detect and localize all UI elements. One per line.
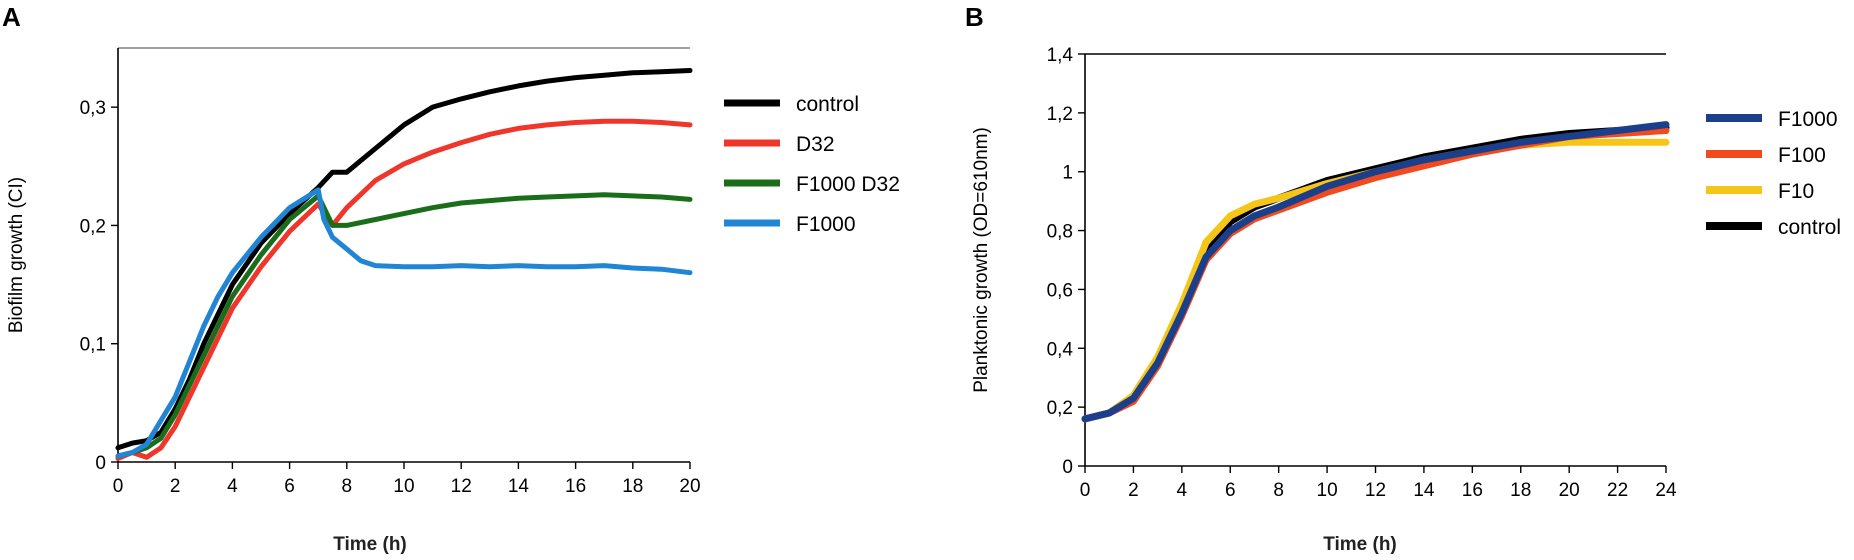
y-tick-label: 0,2 [1047,398,1073,419]
x-tick-label: 14 [508,476,530,497]
series-f1000 [115,187,693,459]
y-tick-label: 1,2 [1047,104,1073,125]
x-tick-label: 4 [227,476,238,497]
panel-a-y-axis-title: Biofilm growth (CI) [6,177,27,333]
x-tick-label: 8 [1273,480,1284,501]
y-tick-label: 0,8 [1047,222,1073,243]
panel-a-x-axis-title: Time (h) [333,534,407,555]
y-tick-label: 0,6 [1047,280,1073,301]
y-tick-label: 0,3 [80,98,106,119]
x-tick-label: 20 [1559,480,1580,501]
x-tick-label: 6 [284,476,295,497]
panel-b-x-axis-title: Time (h) [1323,534,1397,555]
legend-label: F100 [1778,144,1826,167]
panel-a-legend: control D32 F1000 D32 F1000 [724,93,900,236]
legend-label: control [796,93,859,116]
x-tick-label: 20 [679,476,700,497]
x-tick-label: 18 [622,476,643,497]
y-tick-label: 1 [1062,163,1073,184]
legend-label: control [1778,216,1841,239]
series-f1000-d32 [115,192,693,459]
x-tick-label: 16 [565,476,586,497]
x-tick-label: 10 [1317,480,1338,501]
y-tick-label: 0,2 [80,216,106,237]
legend-label: F1000 D32 [796,173,900,196]
y-tick-label: 0 [95,453,106,474]
x-tick-label: 22 [1607,480,1628,501]
legend-label: F10 [1778,180,1814,203]
panel-b-y-axis-title: Planktonic growth (OD=610nm) [971,127,992,393]
y-tick-label: 1,4 [1047,45,1074,66]
x-tick-label: 10 [393,476,414,497]
series-f10 [1081,138,1670,423]
x-tick-label: 16 [1462,480,1483,501]
panel-b-legend: F1000 F100 F10 control [1706,108,1841,239]
series-d32 [115,118,693,461]
x-tick-label: 4 [1177,480,1188,501]
y-tick-label: 0,1 [80,335,106,356]
panel-b-ticks: 0 2 4 6 8 10 12 14 16 18 20 22 2400,20,40,60,811,21,… [1047,45,1677,501]
x-tick-label: 6 [1225,480,1236,501]
x-tick-label: 12 [451,476,472,497]
panel-a-label: A [2,2,21,32]
x-tick-label: 8 [342,476,353,497]
panel-b: B Planktonic growth (OD=610nm) Time (h) … [965,2,1841,555]
y-tick-label: 0 [1062,457,1073,478]
x-tick-label: 24 [1655,480,1677,501]
x-tick-label: 2 [170,476,181,497]
series-f1000 [1081,121,1670,423]
panel-a-ticks: 0 2 4 6 8 10 12 14 16 18 20 0 0,1 0,2 0,3 [80,47,701,497]
legend-label: F1000 [796,213,856,236]
x-tick-label: 14 [1413,480,1435,501]
x-tick-label: 18 [1510,480,1531,501]
x-tick-label: 0 [1080,480,1091,501]
legend-label: D32 [796,133,835,156]
x-tick-label: 2 [1128,480,1139,501]
panel-b-label: B [965,2,984,32]
series-control [115,68,693,451]
x-tick-label: 12 [1365,480,1386,501]
panel-a: A Biofilm growth (CI) Time (h) 0 2 4 6 8 10 12… [2,2,900,555]
panel-b-series [1081,121,1670,423]
panel-a-series [115,68,693,461]
y-tick-label: 0,4 [1047,339,1074,360]
legend-label: F1000 [1778,108,1838,131]
x-tick-label: 0 [113,476,124,497]
